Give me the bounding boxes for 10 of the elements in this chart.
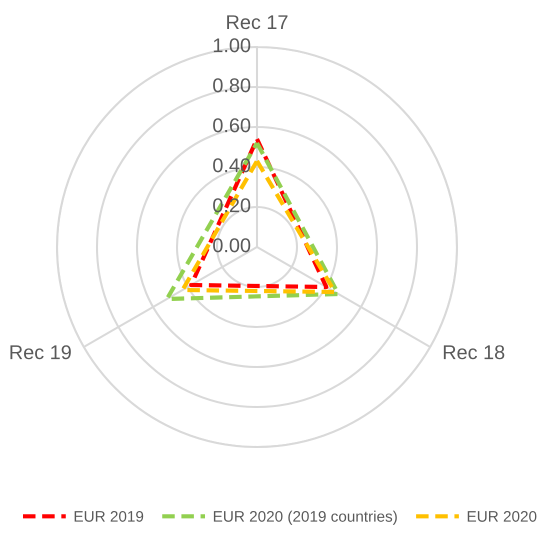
y-tick-label: 0.00 [213, 238, 250, 252]
y-tick-label: 0.60 [213, 118, 250, 132]
legend-label: EUR 2020 [468, 510, 536, 522]
y-tick-label: 0.80 [213, 78, 250, 92]
spoke-label: Rec 17 [227, 15, 288, 30]
legend-label: EUR 2019 [74, 510, 144, 522]
legend-label: EUR 2020 (2019 countries) [214, 510, 397, 525]
spoke-label: Rec 19 [10, 345, 71, 360]
spoke-label: Rec 18 [444, 345, 504, 360]
y-tick-label: 1.00 [214, 38, 250, 52]
